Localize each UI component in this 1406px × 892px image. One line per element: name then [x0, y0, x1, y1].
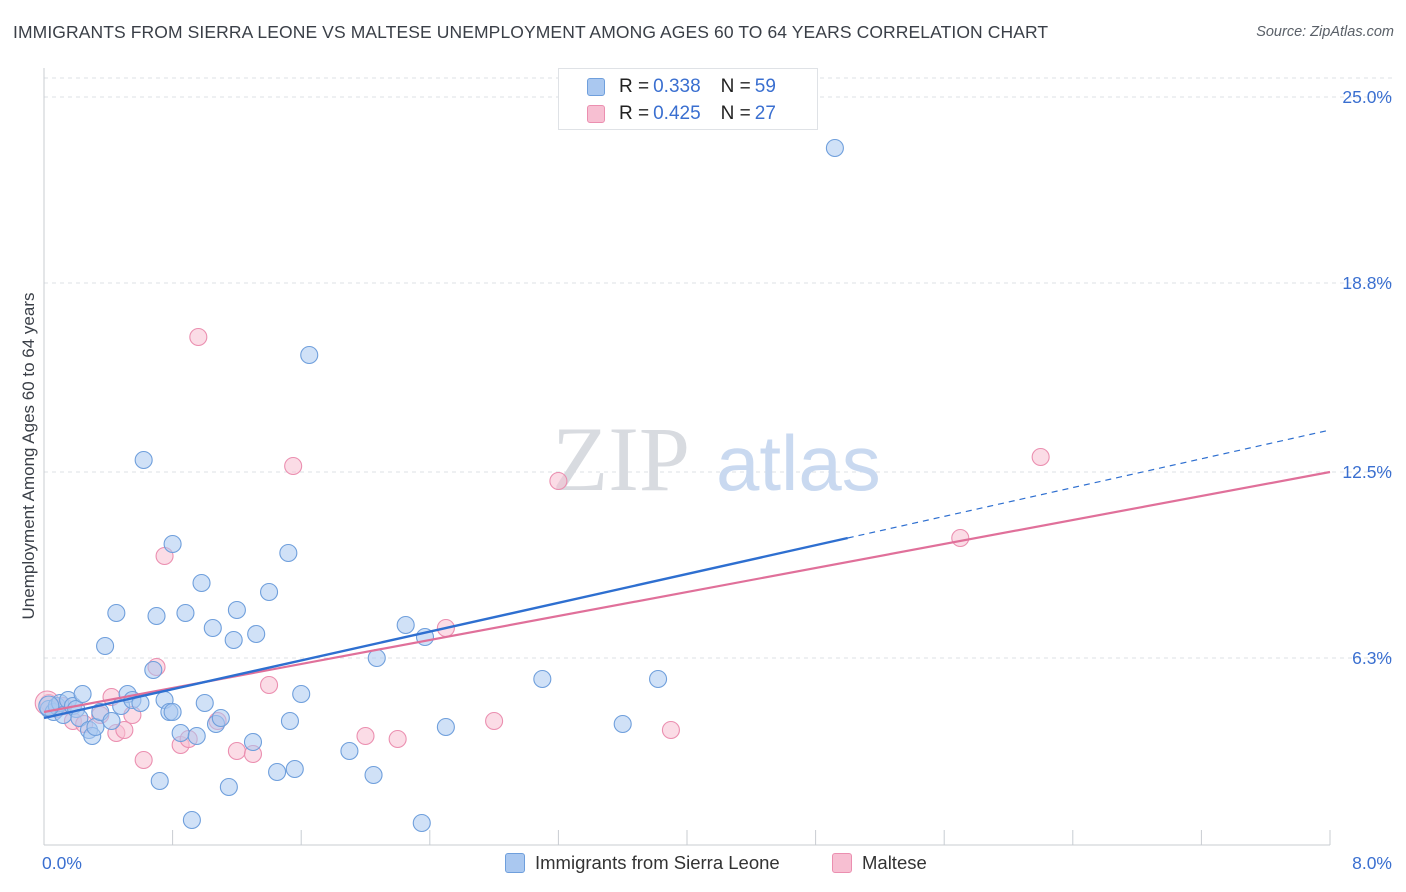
sierra-leone-point — [192, 573, 211, 593]
sierra-leone-point — [144, 660, 163, 680]
y-axis-label: Unemployment Among Ages 60 to 64 years — [19, 293, 38, 620]
sierra-leone-point — [412, 813, 431, 833]
legend-swatch-pink — [832, 853, 852, 873]
maltese-point — [661, 720, 680, 740]
y-tick-label: 6.3% — [1352, 648, 1392, 668]
grid-lines — [44, 77, 1392, 659]
sierra-leone-point — [203, 618, 222, 638]
watermark-zip: ZIP — [552, 408, 690, 510]
legend-row-maltese: R = 0.425 N = 27 — [587, 101, 776, 127]
y-tick-label: 25.0% — [1342, 87, 1392, 107]
sierra-leone-point — [227, 600, 246, 620]
legend-r-value: 0.425 — [653, 103, 701, 124]
sierra-leone-point — [102, 711, 121, 731]
maltese-point — [951, 528, 970, 548]
y-tick-label: 18.8% — [1342, 273, 1392, 293]
sierra-leone-point — [96, 636, 115, 656]
sierra-leone-point — [247, 624, 266, 644]
legend-n-value: 59 — [754, 76, 776, 97]
legend-swatch-blue — [505, 853, 525, 873]
sierra-leone-point — [340, 741, 359, 761]
sierra-leone-point — [300, 345, 319, 365]
maltese-point — [259, 675, 279, 695]
x-tick-label: 0.0% — [42, 853, 82, 873]
legend-item-maltese: Maltese — [832, 852, 927, 874]
source-label: Source: ZipAtlas.com — [1256, 24, 1394, 40]
series-legend: Immigrants from Sierra Leone Maltese — [0, 852, 1406, 878]
sierra-leone-point — [279, 543, 298, 563]
sierra-leone-point — [396, 615, 415, 635]
trend-lines — [43, 429, 1331, 720]
watermark: ZIP atlas — [552, 408, 881, 510]
sierra-leone-cluster-point — [38, 695, 60, 717]
tick-labels: 6.3% 12.5% 18.8% 25.0% 0.0% 8.0% — [42, 87, 1392, 873]
maltese-point — [134, 750, 153, 770]
sierra-leone-point — [268, 762, 287, 782]
sierra-leone-point — [195, 693, 214, 713]
legend-n-label: N = — [720, 76, 751, 97]
maltese-point — [549, 471, 568, 491]
sierra-leone-point — [182, 810, 201, 830]
maltese-point — [115, 720, 134, 740]
legend-swatch-blue — [587, 78, 605, 96]
sierra-leone-point — [649, 669, 668, 689]
sierra-leone-point — [73, 684, 92, 704]
sierra-leone-point — [134, 450, 153, 470]
sierra-leone-point — [176, 603, 195, 623]
maltese-point — [227, 741, 246, 761]
sierra-leone-point — [280, 711, 299, 731]
chart-title: IMMIGRANTS FROM SIERRA LEONE VS MALTESE … — [13, 22, 1049, 42]
legend-label: Maltese — [862, 852, 927, 873]
sierra-leone-point — [163, 702, 182, 722]
sierra-leone-point — [86, 717, 105, 737]
legend-r-label: R = — [619, 103, 650, 124]
watermark-atlas: atlas — [716, 419, 881, 507]
maltese-trend-line — [43, 470, 1331, 714]
sierra-leone-point — [533, 669, 552, 689]
maltese-point — [1031, 447, 1050, 467]
legend-label: Immigrants from Sierra Leone — [535, 852, 780, 873]
sierra-leone-point — [285, 759, 304, 779]
legend-item-sierra-leone: Immigrants from Sierra Leone — [505, 852, 780, 874]
sierra-leone-point — [436, 717, 455, 737]
legend-row-sierra-leone: R = 0.338 N = 59 — [587, 74, 776, 100]
maltese-points — [34, 327, 1050, 770]
sierra-leone-point — [187, 726, 206, 746]
sierra-leone-point — [292, 684, 311, 704]
legend-r-value: 0.338 — [653, 76, 701, 97]
sierra-leone-point — [163, 534, 182, 554]
legend-n-label: N = — [720, 103, 751, 124]
sierra-leone-point — [259, 582, 279, 602]
sierra-leone-point — [147, 606, 166, 626]
sierra-leone-point — [364, 765, 383, 785]
maltese-point — [485, 711, 504, 731]
x-tick-label: 8.0% — [1352, 853, 1392, 873]
maltese-point — [189, 327, 208, 347]
sierra-leone-point — [211, 708, 230, 728]
legend-swatch-pink — [587, 105, 605, 123]
sierra-leone-point — [825, 138, 844, 158]
sierra-leone-point — [219, 777, 238, 797]
legend-n-value: 27 — [754, 103, 776, 124]
maltese-point — [356, 726, 375, 746]
sierra-leone-point — [613, 714, 632, 734]
sierra-leone-trend-extension — [847, 429, 1331, 539]
legend-r-label: R = — [619, 76, 650, 97]
sierra-leone-point — [171, 723, 190, 743]
maltese-point — [388, 729, 407, 749]
sierra-leone-trend-line — [43, 536, 849, 720]
maltese-point — [284, 456, 303, 476]
sierra-leone-point — [107, 603, 126, 623]
correlation-legend: R = 0.338 N = 59 R = 0.425 N = 27 — [558, 68, 818, 130]
y-tick-label: 12.5% — [1342, 462, 1392, 482]
sierra-leone-point — [243, 732, 263, 752]
sierra-leone-point — [224, 630, 243, 650]
sierra-leone-point — [150, 771, 169, 791]
